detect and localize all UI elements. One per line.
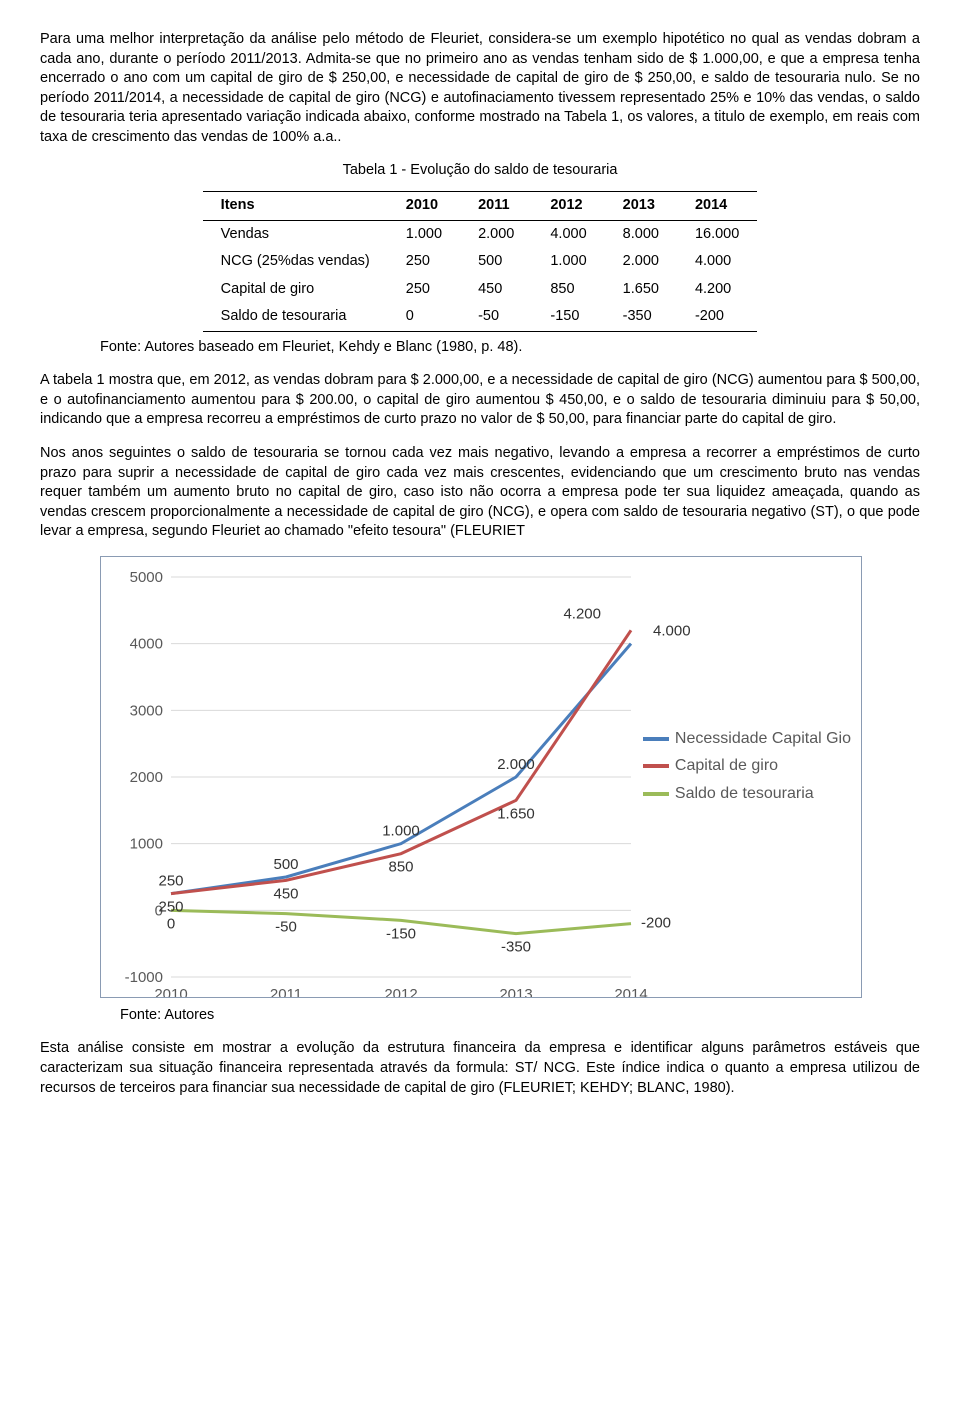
body-paragraph: Nos anos seguintes o saldo de tesouraria… xyxy=(40,444,920,542)
body-paragraph: Esta análise consiste em mostrar a evolu… xyxy=(40,1039,920,1098)
svg-text:2011: 2011 xyxy=(270,986,302,997)
svg-text:-1000: -1000 xyxy=(125,969,163,986)
table-cell: 1.000 xyxy=(388,220,460,248)
svg-text:3000: 3000 xyxy=(130,702,163,719)
table-source: Fonte: Autores baseado em Fleuriet, Kehd… xyxy=(100,338,920,358)
svg-text:4000: 4000 xyxy=(130,635,163,652)
table-cell: 250 xyxy=(388,276,460,304)
svg-text:450: 450 xyxy=(273,885,298,902)
table-cell: 8.000 xyxy=(605,220,677,248)
svg-text:-150: -150 xyxy=(386,925,416,942)
table-cell: 1.650 xyxy=(605,276,677,304)
table-cell: -200 xyxy=(677,303,757,331)
table-cell: 450 xyxy=(460,276,532,304)
svg-text:250: 250 xyxy=(158,872,183,889)
table-cell: -50 xyxy=(460,303,532,331)
table-header: 2014 xyxy=(677,191,757,220)
svg-text:2013: 2013 xyxy=(499,986,532,997)
table-cell: Vendas xyxy=(203,220,388,248)
legend-swatch xyxy=(643,764,669,768)
table-row: Saldo de tesouraria0-50-150-350-200 xyxy=(203,303,758,331)
svg-text:4.000: 4.000 xyxy=(653,622,691,639)
table-cell: 4.000 xyxy=(677,248,757,276)
table-cell: -150 xyxy=(532,303,604,331)
svg-text:1.000: 1.000 xyxy=(382,822,420,839)
chart-source: Fonte: Autores xyxy=(120,1006,920,1026)
legend-label: Capital de giro xyxy=(675,755,778,777)
table-row: Capital de giro2504508501.6504.200 xyxy=(203,276,758,304)
legend-swatch xyxy=(643,737,669,741)
svg-text:-350: -350 xyxy=(501,938,531,955)
table-cell: 250 xyxy=(388,248,460,276)
body-paragraph: A tabela 1 mostra que, em 2012, as venda… xyxy=(40,371,920,430)
table-cell: 500 xyxy=(460,248,532,276)
table-cell: 1.000 xyxy=(532,248,604,276)
legend-item: Saldo de tesouraria xyxy=(643,783,851,805)
table-cell: 2.000 xyxy=(605,248,677,276)
table-cell: Saldo de tesouraria xyxy=(203,303,388,331)
svg-text:4.200: 4.200 xyxy=(563,605,601,622)
svg-text:500: 500 xyxy=(273,856,298,873)
legend-swatch xyxy=(643,792,669,796)
line-chart: -1000 0 1000 2000 3000 4000 5000 2010 2011 2012 20… xyxy=(100,556,862,998)
table-header: 2011 xyxy=(460,191,532,220)
table-cell: NCG (25%das vendas) xyxy=(203,248,388,276)
svg-text:-200: -200 xyxy=(641,914,671,931)
svg-text:1.650: 1.650 xyxy=(497,805,535,822)
table-cell: 850 xyxy=(532,276,604,304)
svg-text:2.000: 2.000 xyxy=(497,756,535,773)
table-cell: Capital de giro xyxy=(203,276,388,304)
legend-label: Necessidade Capital Gio xyxy=(675,728,851,750)
svg-text:0: 0 xyxy=(167,915,175,932)
table-header: 2012 xyxy=(532,191,604,220)
svg-text:2012: 2012 xyxy=(384,986,417,997)
table-cell: 16.000 xyxy=(677,220,757,248)
svg-text:1000: 1000 xyxy=(130,835,163,852)
table-cell: -350 xyxy=(605,303,677,331)
legend-item: Capital de giro xyxy=(643,755,851,777)
table-cell: 4.000 xyxy=(532,220,604,248)
table-header: 2013 xyxy=(605,191,677,220)
body-paragraph: Para uma melhor interpretação da análise… xyxy=(40,30,920,147)
table-caption: Tabela 1 - Evolução do saldo de tesourar… xyxy=(40,161,920,181)
svg-text:850: 850 xyxy=(388,858,413,875)
svg-text:5000: 5000 xyxy=(130,569,163,586)
svg-text:2010: 2010 xyxy=(154,986,187,997)
svg-text:2000: 2000 xyxy=(130,769,163,786)
table-row: Vendas1.0002.0004.0008.00016.000 xyxy=(203,220,758,248)
table-header: 2010 xyxy=(388,191,460,220)
svg-text:-50: -50 xyxy=(275,918,297,935)
data-table: Itens20102011201220132014 Vendas1.0002.0… xyxy=(203,191,758,332)
table-cell: 4.200 xyxy=(677,276,757,304)
svg-text:2014: 2014 xyxy=(614,986,647,997)
table-cell: 2.000 xyxy=(460,220,532,248)
svg-text:250: 250 xyxy=(158,898,183,915)
table-row: NCG (25%das vendas)2505001.0002.0004.000 xyxy=(203,248,758,276)
table-header: Itens xyxy=(203,191,388,220)
table-cell: 0 xyxy=(388,303,460,331)
legend-item: Necessidade Capital Gio xyxy=(643,728,851,750)
chart-legend: Necessidade Capital Gio Capital de giro Sa… xyxy=(643,722,851,811)
legend-label: Saldo de tesouraria xyxy=(675,783,814,805)
